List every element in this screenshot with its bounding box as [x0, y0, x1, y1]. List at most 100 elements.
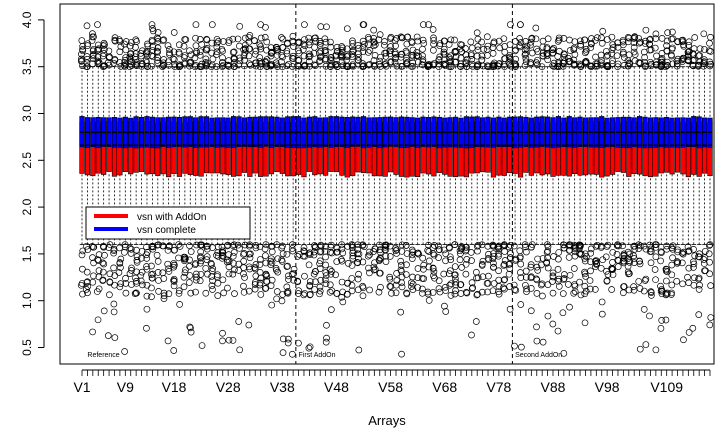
- outlier-point: [283, 50, 291, 57]
- outlier-point: [539, 292, 546, 300]
- outlier-point: [235, 260, 243, 268]
- outlier-point: [94, 316, 102, 324]
- outlier-point: [175, 289, 183, 297]
- outlier-point: [366, 47, 374, 54]
- outlier-point: [635, 278, 643, 285]
- outlier-point: [382, 252, 390, 260]
- outlier-point: [241, 241, 249, 249]
- outlier-point: [604, 241, 612, 249]
- outlier-point: [500, 35, 508, 43]
- outlier-point: [447, 52, 455, 60]
- outlier-point: [310, 49, 318, 57]
- outlier-point: [695, 311, 703, 318]
- outlier-point: [489, 250, 497, 257]
- outlier-point: [160, 36, 168, 44]
- outlier-point: [462, 51, 470, 59]
- outlier-point: [554, 266, 562, 273]
- outlier-point: [652, 346, 660, 354]
- outlier-point: [230, 241, 238, 249]
- outlier-point: [143, 281, 151, 289]
- outlier-point: [106, 291, 113, 299]
- outlier-point: [311, 62, 319, 69]
- outlier-point: [705, 250, 713, 258]
- outlier-point: [630, 283, 637, 290]
- outlier-point: [473, 242, 481, 250]
- outlier-point: [196, 48, 204, 56]
- outlier-point: [505, 270, 513, 278]
- outlier-point: [685, 329, 693, 336]
- outlier-point: [441, 283, 449, 291]
- x-tick-label: V58: [378, 379, 403, 395]
- outlier-point: [518, 343, 525, 351]
- outlier-point: [624, 62, 632, 70]
- outlier-point: [225, 263, 233, 271]
- outlier-point: [209, 55, 217, 63]
- outlier-point: [273, 288, 281, 295]
- outlier-point: [684, 243, 692, 251]
- outlier-point: [236, 22, 244, 30]
- outlier-point: [640, 287, 648, 295]
- outlier-point: [495, 250, 502, 258]
- outlier-point: [288, 54, 296, 62]
- outlier-point: [473, 52, 481, 60]
- outlier-point: [430, 46, 437, 54]
- outlier-point: [256, 279, 264, 287]
- outlier-point: [435, 56, 443, 64]
- outlier-point: [322, 280, 330, 288]
- outlier-point: [582, 287, 590, 295]
- outlier-point: [636, 345, 644, 353]
- outlier-point: [483, 33, 491, 41]
- outlier-point: [485, 63, 493, 71]
- outlier-point: [375, 257, 383, 265]
- outlier-point: [171, 63, 179, 71]
- outlier-point: [251, 265, 259, 273]
- outlier-point: [707, 33, 714, 41]
- outlier-point: [192, 34, 199, 42]
- outlier-point: [111, 56, 119, 63]
- outlier-point: [339, 298, 347, 306]
- outlier-point: [501, 248, 508, 255]
- outlier-point: [274, 268, 282, 276]
- outlier-point: [263, 38, 271, 46]
- outlier-point: [83, 63, 91, 70]
- outlier-point: [678, 249, 686, 257]
- outlier-point: [527, 261, 535, 268]
- outlier-point: [571, 252, 579, 260]
- outlier-point: [407, 279, 415, 287]
- outlier-point: [236, 346, 244, 354]
- outlier-point: [501, 276, 509, 283]
- outlier-point: [339, 249, 347, 257]
- outlier-point: [695, 275, 702, 283]
- outlier-point: [370, 266, 378, 274]
- outlier-point: [496, 44, 504, 52]
- outlier-point: [128, 264, 135, 272]
- outlier-point: [100, 260, 108, 268]
- outlier-point: [624, 255, 632, 263]
- outlier-point: [598, 310, 606, 318]
- outlier-point: [175, 241, 182, 248]
- outlier-point: [485, 256, 493, 264]
- outlier-point: [127, 42, 134, 50]
- outlier-point: [462, 270, 470, 278]
- outlier-point: [485, 272, 492, 280]
- outlier-point: [170, 56, 178, 63]
- outlier-point: [159, 61, 167, 69]
- outlier-point: [127, 250, 135, 257]
- outlier-point: [441, 302, 448, 310]
- outlier-point: [527, 307, 535, 315]
- outlier-point: [451, 271, 459, 279]
- outlier-point: [593, 261, 600, 268]
- outlier-point: [377, 283, 384, 291]
- outlier-point: [544, 247, 552, 255]
- outlier-point: [359, 292, 367, 300]
- outlier-point: [128, 281, 135, 288]
- outlier-point: [419, 56, 427, 64]
- outlier-point: [555, 36, 563, 44]
- outlier-point: [652, 253, 660, 261]
- outlier-point: [196, 51, 204, 59]
- outlier-point: [501, 257, 509, 264]
- outlier-point: [115, 36, 123, 44]
- group-label: Reference: [87, 352, 119, 359]
- outlier-point: [133, 268, 140, 276]
- outlier-point: [642, 26, 650, 34]
